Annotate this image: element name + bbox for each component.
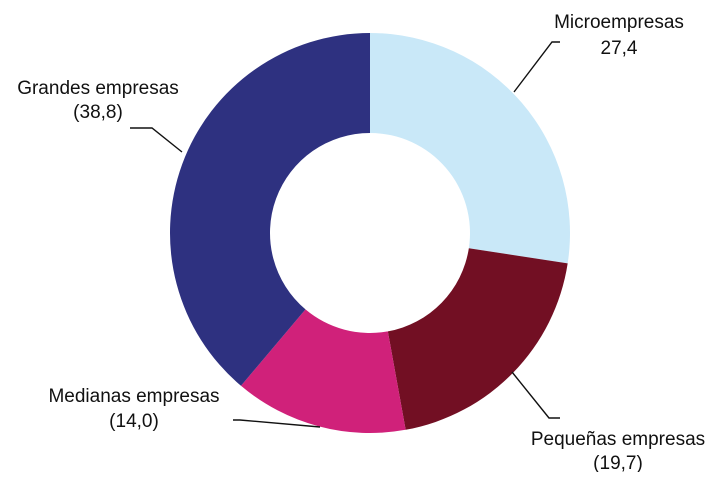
slice-grandes-empresas [169,33,370,386]
slice-label-grandes-empresas: Grandes empresas [17,78,179,99]
labels-layer: Microempresas 27,4 Pequeñas empresas (19,7)… [17,12,705,474]
leader-line-microempresas [513,41,560,93]
slice-pequenas-empresas [387,248,568,430]
slice-value-medianas-empresas: (14,0) [109,411,159,432]
leader-line-pequenas-empresas [511,371,560,419]
slices-layer [169,33,570,433]
slice-value-grandes-empresas: (38,8) [73,102,123,123]
slice-value-pequenas-empresas: (19,7) [593,453,643,472]
leader-line-grandes-empresas [130,127,183,153]
leader-lines-layer [130,41,560,428]
slice-medianas-empresas [240,309,406,433]
leader-line-medianas-empresas [233,419,321,428]
slice-label-medianas-empresas: Medianas empresas [48,386,219,407]
slice-label-microempresas: Microempresas [554,12,684,33]
slice-value-microempresas: 27,4 [601,38,638,59]
slice-label-pequenas-empresas: Pequeñas empresas [531,429,705,450]
slice-microempresas [370,33,570,264]
